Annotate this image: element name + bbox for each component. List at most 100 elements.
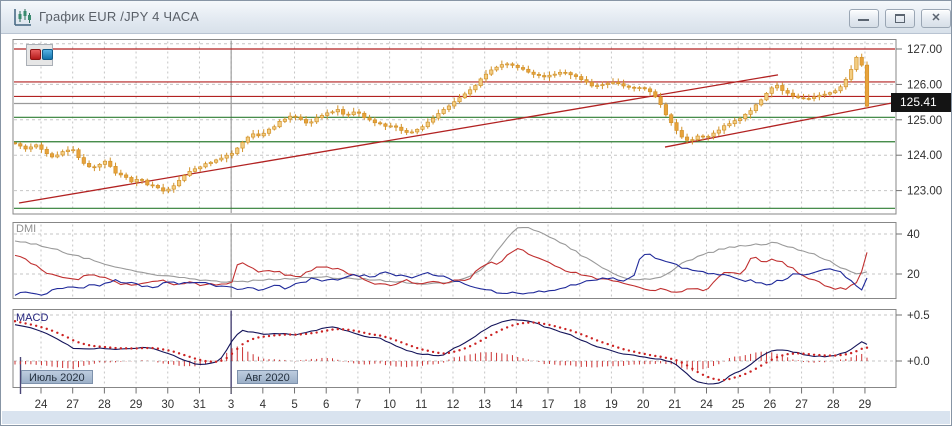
price-pane[interactable] (12, 39, 897, 215)
candle (806, 98, 811, 100)
candle (60, 151, 65, 156)
candle (769, 87, 774, 94)
candle (579, 76, 584, 80)
date-label: 18 (573, 399, 586, 411)
candle (468, 89, 473, 95)
status-strip (2, 411, 950, 424)
candle (647, 88, 653, 93)
candle (568, 72, 573, 76)
candle (383, 123, 388, 127)
month-button-aug[interactable]: Авг 2020 (237, 370, 298, 384)
date-label: 14 (510, 399, 523, 411)
candle (552, 73, 557, 76)
candle (658, 96, 663, 105)
candle (118, 172, 123, 176)
candle (663, 104, 668, 116)
date-label: 27 (66, 399, 79, 411)
candle (743, 113, 748, 120)
candlestick-chart-icon (14, 9, 31, 26)
candle (319, 115, 324, 119)
candle (801, 97, 806, 100)
candle (764, 92, 769, 101)
candle (759, 99, 764, 106)
date-label: 24 (35, 399, 48, 411)
candle (669, 114, 674, 124)
candle (547, 74, 552, 78)
minimize-button[interactable] (849, 9, 879, 28)
candle (674, 122, 679, 131)
candle (171, 185, 176, 190)
candle (235, 147, 240, 154)
date-label: 28 (98, 399, 111, 411)
candle (849, 69, 854, 80)
candle (817, 94, 822, 98)
date-label: 20 (637, 399, 650, 411)
support-resistance-levels (14, 48, 895, 209)
restore-button[interactable] (885, 9, 915, 28)
chart-toolbar (26, 44, 53, 66)
candle (526, 68, 531, 73)
candlestick-series (14, 53, 870, 195)
dmi-pane[interactable] (12, 222, 897, 299)
candle (14, 142, 18, 145)
candle (335, 109, 340, 113)
candle (494, 66, 499, 71)
date-label: 13 (478, 399, 491, 411)
toolbar-blue-button[interactable] (42, 49, 53, 60)
macd-pane[interactable] (12, 309, 897, 388)
axis-tick-label: 124.00 (907, 150, 942, 162)
candle (748, 110, 753, 115)
candle (176, 180, 182, 187)
candle (81, 157, 86, 164)
candle (584, 79, 589, 83)
candle (245, 136, 250, 143)
candle (356, 111, 362, 114)
candle (76, 149, 81, 158)
candle (542, 75, 547, 78)
candle (489, 69, 494, 75)
pane-borders (12, 39, 897, 388)
candle (431, 117, 436, 123)
candle (753, 104, 758, 112)
candle (34, 144, 39, 148)
candle (737, 118, 743, 122)
candle (182, 175, 187, 181)
candle (293, 115, 298, 118)
date-label: 6 (323, 399, 329, 411)
candle (113, 166, 118, 174)
candle (341, 109, 346, 115)
candle (65, 149, 70, 152)
axis-tick-label: 20 (907, 269, 920, 281)
candle (626, 85, 631, 88)
candle (838, 86, 843, 92)
toolbar-red-button[interactable] (30, 49, 41, 60)
candle (457, 97, 462, 103)
candle (706, 135, 711, 138)
candle (563, 71, 568, 74)
candle (367, 117, 372, 121)
candle (600, 84, 605, 87)
candle (208, 161, 213, 165)
candle (97, 163, 102, 168)
candle (478, 78, 483, 86)
date-label: 4 (260, 399, 267, 411)
candle (272, 126, 277, 130)
date-label: 27 (795, 399, 808, 411)
candle (378, 122, 383, 125)
date-label: 26 (763, 399, 776, 411)
candle (224, 154, 229, 159)
close-button[interactable]: ✕ (921, 9, 951, 28)
candle (304, 119, 309, 124)
candle (282, 118, 287, 122)
candle (102, 160, 108, 165)
date-label: 7 (355, 399, 361, 411)
price-axis-labels: 127.00 126.00 125.00 124.00 123.00 40 20 +0.5 +0… (896, 44, 942, 368)
signal-line (14, 320, 869, 382)
month-button-july[interactable]: Июль 2020 (21, 370, 93, 384)
candle (351, 111, 356, 116)
candle (462, 93, 467, 99)
date-label: 24 (700, 399, 713, 411)
candle (531, 71, 536, 75)
